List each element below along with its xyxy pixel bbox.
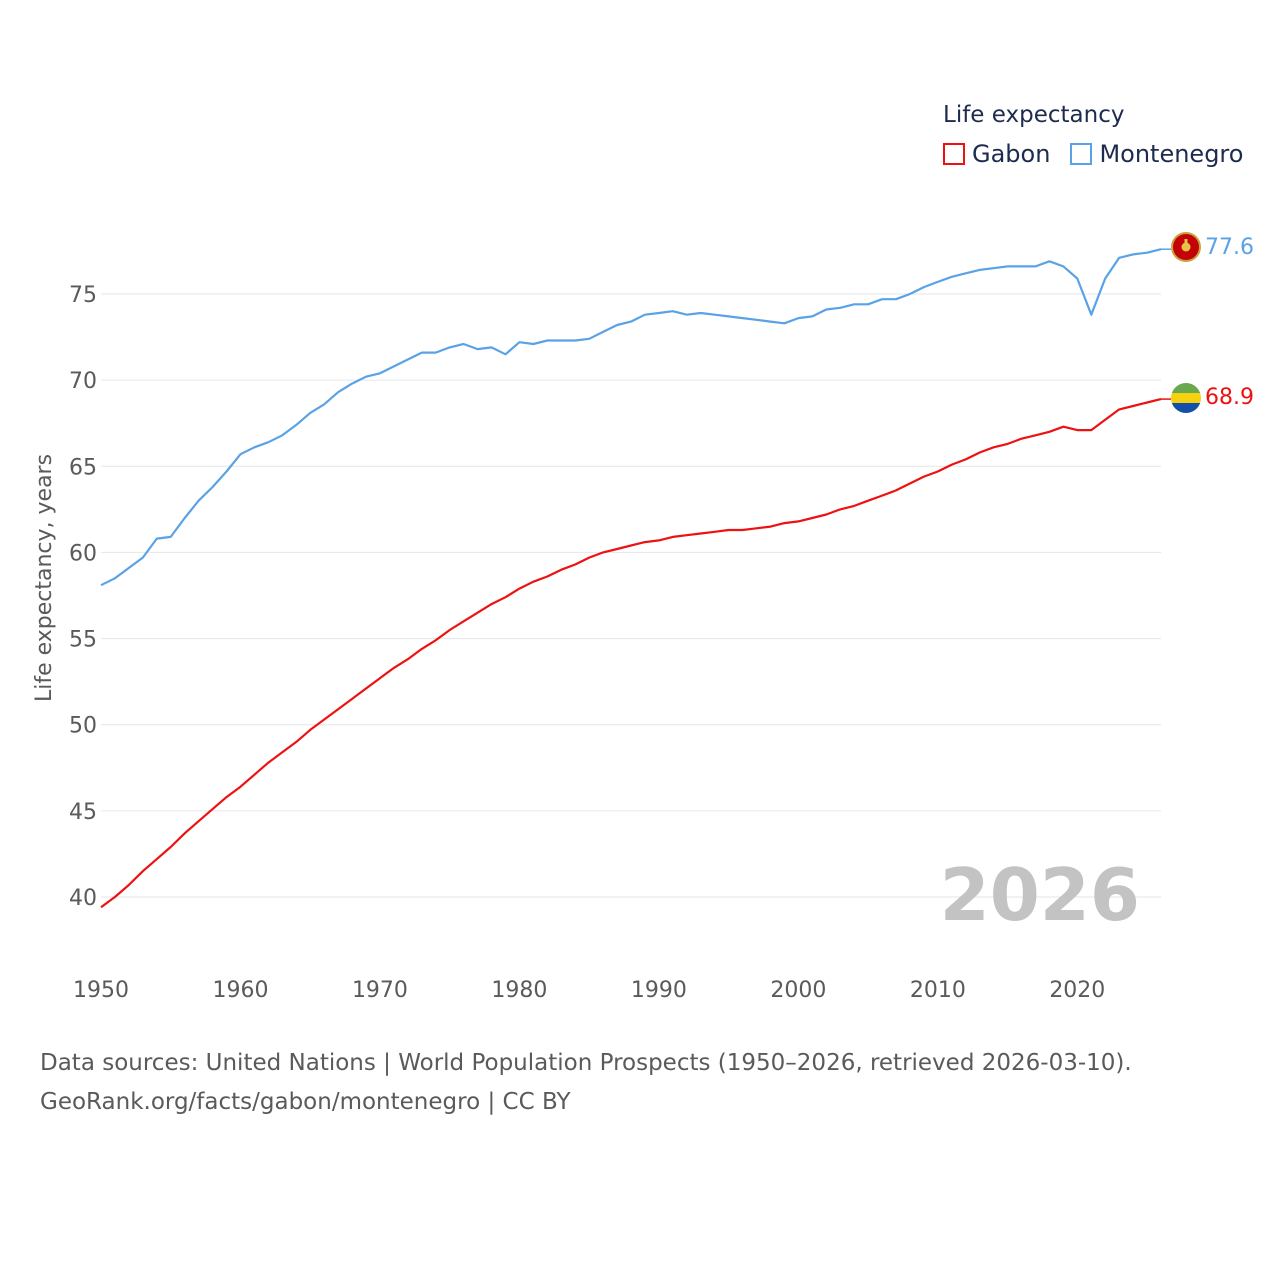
grid-lines [101, 293, 1161, 898]
legend-swatch-montenegro [1070, 143, 1093, 165]
series-lines [100, 248, 1171, 909]
y-tick-label: 65 [69, 455, 97, 480]
x-tick-labels: 1950 1960 1970 1980 1990 2000 2010 2020 [73, 978, 1105, 1003]
y-tick-label: 45 [69, 800, 97, 825]
y-axis-label: Life expectancy, years [32, 454, 57, 702]
y-tick-label: 70 [69, 369, 97, 394]
x-tick-label: 1950 [73, 978, 129, 1003]
y-tick-label: 75 [69, 283, 97, 308]
y-tick-label: 50 [69, 714, 97, 739]
x-tick-label: 1980 [491, 978, 547, 1003]
gabon-flag-icon [1171, 383, 1201, 413]
legend: Life expectancy Gabon Montenegro [943, 100, 1263, 168]
series-line-gabon [100, 398, 1162, 909]
x-tick-label: 1960 [212, 978, 268, 1003]
series-line-montenegro [100, 248, 1162, 587]
gabon-end-value: 68.9 [1205, 385, 1254, 410]
legend-label-montenegro: Montenegro [1099, 140, 1244, 168]
source-note: Data sources: United Nations | World Pop… [40, 1044, 1132, 1122]
x-tick-label: 1990 [631, 978, 687, 1003]
legend-item-montenegro[interactable]: Montenegro [1070, 140, 1243, 168]
montenegro-end-value: 77.6 [1205, 235, 1254, 260]
montenegro-flag-icon [1171, 232, 1201, 262]
current-year-watermark: 2026 [940, 853, 1140, 937]
y-tick-labels: 40 45 50 55 60 65 70 75 [69, 283, 97, 911]
source-line-1: Data sources: United Nations | World Pop… [40, 1050, 1132, 1076]
y-tick-label: 60 [69, 541, 97, 566]
legend-swatch-gabon [943, 143, 965, 165]
x-tick-label: 2010 [910, 978, 966, 1003]
x-tick-label: 1970 [352, 978, 408, 1003]
source-line-2[interactable]: GeoRank.org/facts/gabon/montenegro | CC … [40, 1089, 571, 1115]
legend-label-gabon: Gabon [972, 140, 1051, 168]
x-tick-label: 2000 [770, 978, 826, 1003]
x-tick-label: 2020 [1049, 978, 1105, 1003]
y-tick-label: 55 [69, 628, 97, 653]
legend-title: Life expectancy [943, 102, 1125, 128]
legend-item-gabon[interactable]: Gabon [943, 140, 1050, 168]
y-tick-label: 40 [69, 886, 97, 911]
